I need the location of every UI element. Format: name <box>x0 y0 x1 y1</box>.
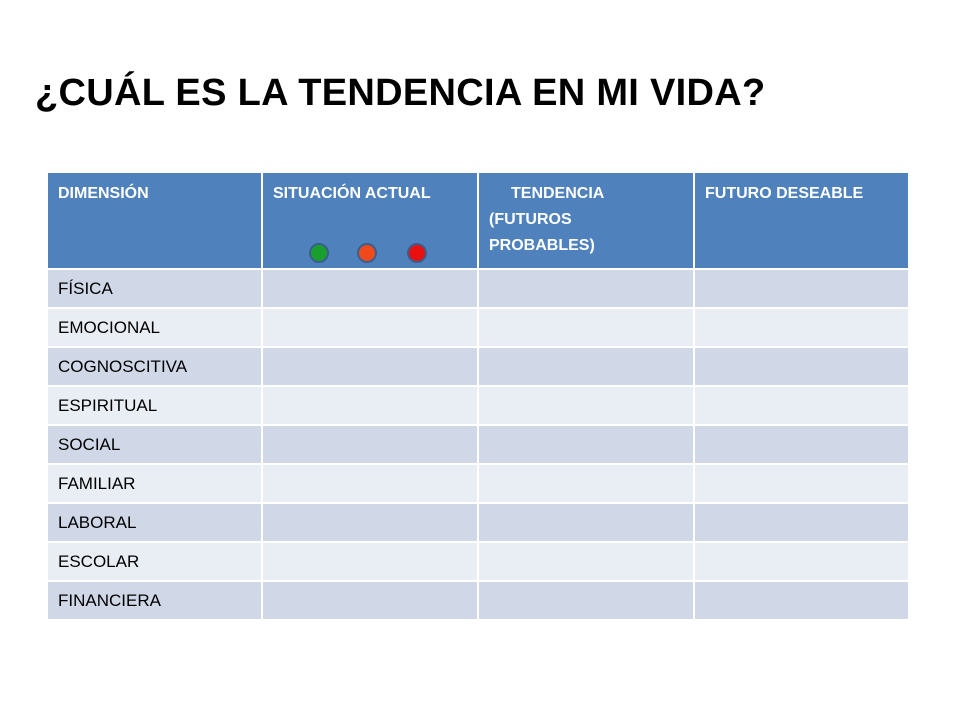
dimension-cell: LABORAL <box>46 502 263 543</box>
table-row: LABORAL <box>46 502 910 543</box>
desired-future-cell[interactable] <box>693 541 910 582</box>
header-current-situation-label: SITUACIÓN ACTUAL <box>273 185 431 202</box>
table-row: ESCOLAR <box>46 541 910 582</box>
table-row: COGNOSCITIVA <box>46 346 910 387</box>
header-dimension: DIMENSIÓN <box>46 171 263 270</box>
current-situation-cell[interactable] <box>261 385 479 426</box>
table-row: FÍSICA <box>46 268 910 309</box>
desired-future-cell[interactable] <box>693 346 910 387</box>
desired-future-cell[interactable] <box>693 580 910 621</box>
trend-cell[interactable] <box>477 346 695 387</box>
dimension-cell: COGNOSCITIVA <box>46 346 263 387</box>
current-situation-cell[interactable] <box>261 502 479 543</box>
header-current-situation: SITUACIÓN ACTUAL <box>261 171 479 270</box>
trend-cell[interactable] <box>477 385 695 426</box>
orange-status-dot-icon <box>357 243 377 263</box>
table-row: SOCIAL <box>46 424 910 465</box>
trend-cell[interactable] <box>477 424 695 465</box>
dimension-cell: EMOCIONAL <box>46 307 263 348</box>
current-situation-cell[interactable] <box>261 346 479 387</box>
desired-future-cell[interactable] <box>693 502 910 543</box>
trend-cell[interactable] <box>477 580 695 621</box>
desired-future-cell[interactable] <box>693 385 910 426</box>
current-situation-cell[interactable] <box>261 580 479 621</box>
current-situation-cell[interactable] <box>261 268 479 309</box>
desired-future-cell[interactable] <box>693 463 910 504</box>
trend-cell[interactable] <box>477 502 695 543</box>
desired-future-cell[interactable] <box>693 307 910 348</box>
table-row: FINANCIERA <box>46 580 910 621</box>
table-header-row: DIMENSIÓN SITUACIÓN ACTUAL TENDENCIA (FU… <box>46 171 910 270</box>
red-status-dot-icon <box>407 243 427 263</box>
trend-cell[interactable] <box>477 541 695 582</box>
trend-cell[interactable] <box>477 307 695 348</box>
current-situation-cell[interactable] <box>261 541 479 582</box>
desired-future-cell[interactable] <box>693 424 910 465</box>
trend-cell[interactable] <box>477 268 695 309</box>
header-trend-line3: PROBABLES) <box>489 237 595 254</box>
slide-title: ¿CUÁL ES LA TENDENCIA EN MI VIDA? <box>35 72 766 114</box>
header-desired-future: FUTURO DESEABLE <box>693 171 910 270</box>
current-situation-cell[interactable] <box>261 463 479 504</box>
trend-cell[interactable] <box>477 463 695 504</box>
dimension-cell: SOCIAL <box>46 424 263 465</box>
dimension-cell: ESCOLAR <box>46 541 263 582</box>
header-trend-line2: (FUTUROS <box>489 211 572 228</box>
dimension-cell: ESPIRITUAL <box>46 385 263 426</box>
life-dimensions-table: DIMENSIÓN SITUACIÓN ACTUAL TENDENCIA (FU… <box>46 171 910 621</box>
table-row: EMOCIONAL <box>46 307 910 348</box>
table-body: FÍSICA EMOCIONAL COGNOSCITIVA ESPIRITUAL SOC… <box>46 268 910 621</box>
dimension-cell: FINANCIERA <box>46 580 263 621</box>
dimension-cell: FAMILIAR <box>46 463 263 504</box>
current-situation-cell[interactable] <box>261 424 479 465</box>
desired-future-cell[interactable] <box>693 268 910 309</box>
dimension-cell: FÍSICA <box>46 268 263 309</box>
current-situation-cell[interactable] <box>261 307 479 348</box>
green-status-dot-icon <box>309 243 329 263</box>
status-dots <box>309 243 429 267</box>
header-trend-line1: TENDENCIA <box>511 185 605 202</box>
table-row: ESPIRITUAL <box>46 385 910 426</box>
header-trend: TENDENCIA (FUTUROS PROBABLES) <box>477 171 695 270</box>
table-row: FAMILIAR <box>46 463 910 504</box>
